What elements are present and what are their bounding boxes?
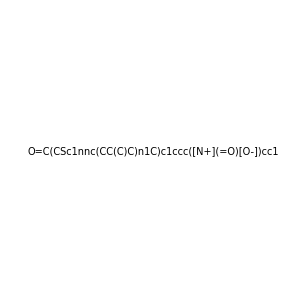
Text: O=C(CSc1nnc(CC(C)C)n1C)c1ccc([N+](=O)[O-])cc1: O=C(CSc1nnc(CC(C)C)n1C)c1ccc([N+](=O)[O-… (28, 146, 280, 157)
